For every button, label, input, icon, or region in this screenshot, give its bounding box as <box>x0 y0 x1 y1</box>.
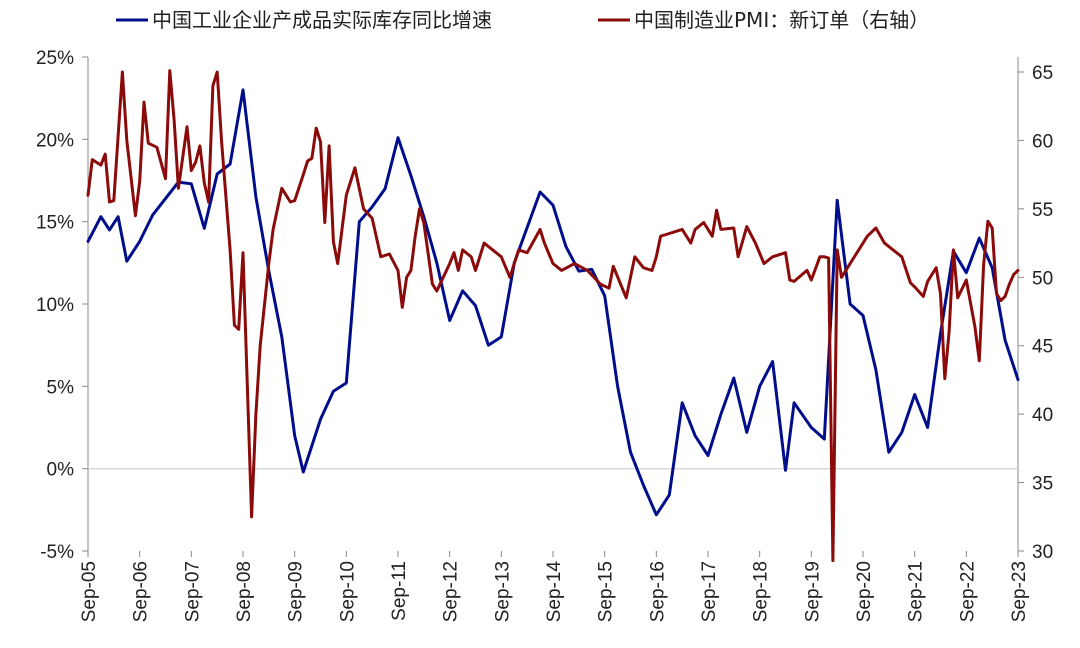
plot-area <box>86 69 1020 563</box>
x-tick-label: Sep-21 <box>906 561 927 622</box>
x-tick-label: Sep-13 <box>492 561 513 622</box>
legend-label-pmi: 中国制造业PMI：新订单（右轴） <box>634 8 929 32</box>
x-tick-label: Sep-22 <box>957 561 978 622</box>
axes <box>87 57 1019 551</box>
x-tick-label: Sep-06 <box>131 561 152 622</box>
legend: 中国工业企业产成品实际库存同比增速 中国制造业PMI：新订单（右轴） <box>116 8 929 32</box>
x-tick-label: Sep-15 <box>596 561 617 622</box>
x-tick-label: Sep-18 <box>751 561 772 622</box>
x-tick-label: Sep-17 <box>699 561 720 622</box>
x-tick-label: Sep-09 <box>286 561 307 622</box>
left-tick-label: 0% <box>47 460 75 481</box>
x-tick-label: Sep-10 <box>337 561 358 622</box>
x-axis-ticks: Sep-05 Sep-06 Sep-07 Sep-08 Sep-09 Sep-10 Sep-… <box>79 551 1030 622</box>
left-tick-label: 25% <box>36 48 74 69</box>
x-tick-label: Sep-14 <box>544 561 565 623</box>
left-tick-label: -5% <box>40 542 74 563</box>
right-tick-label: 50 <box>1032 268 1053 289</box>
x-tick-label: Sep-23 <box>1009 561 1030 622</box>
right-tick-label: 40 <box>1032 405 1053 426</box>
x-tick-label: Sep-07 <box>182 561 203 622</box>
right-tick-label: 55 <box>1032 200 1053 221</box>
left-tick-label: 15% <box>36 213 74 234</box>
x-tick-label: Sep-11 <box>389 561 410 621</box>
x-tick-label: Sep-16 <box>647 561 668 622</box>
left-y-ticks: -5% 0% 5% 10% 15% 20% 25% <box>36 48 88 563</box>
left-tick-label: 20% <box>36 130 74 151</box>
right-tick-label: 65 <box>1032 63 1053 84</box>
right-tick-label: 45 <box>1032 337 1053 358</box>
x-tick-label: Sep-12 <box>441 561 462 622</box>
x-tick-label: Sep-08 <box>234 561 255 622</box>
series-line-inventory <box>86 88 1020 517</box>
legend-label-inventory: 中国工业企业产成品实际库存同比增速 <box>152 8 492 32</box>
left-tick-label: 5% <box>47 377 75 398</box>
left-tick-label: 10% <box>36 295 74 316</box>
right-tick-label: 35 <box>1032 474 1053 495</box>
x-tick-label: Sep-19 <box>802 561 823 622</box>
x-tick-label: Sep-20 <box>854 561 875 622</box>
right-tick-label: 30 <box>1032 542 1053 563</box>
x-tick-label: Sep-05 <box>79 561 100 622</box>
right-y-ticks: 30 35 40 45 50 55 60 65 <box>1018 63 1053 563</box>
right-tick-label: 60 <box>1032 131 1053 152</box>
series-line-pmi <box>86 69 1020 563</box>
